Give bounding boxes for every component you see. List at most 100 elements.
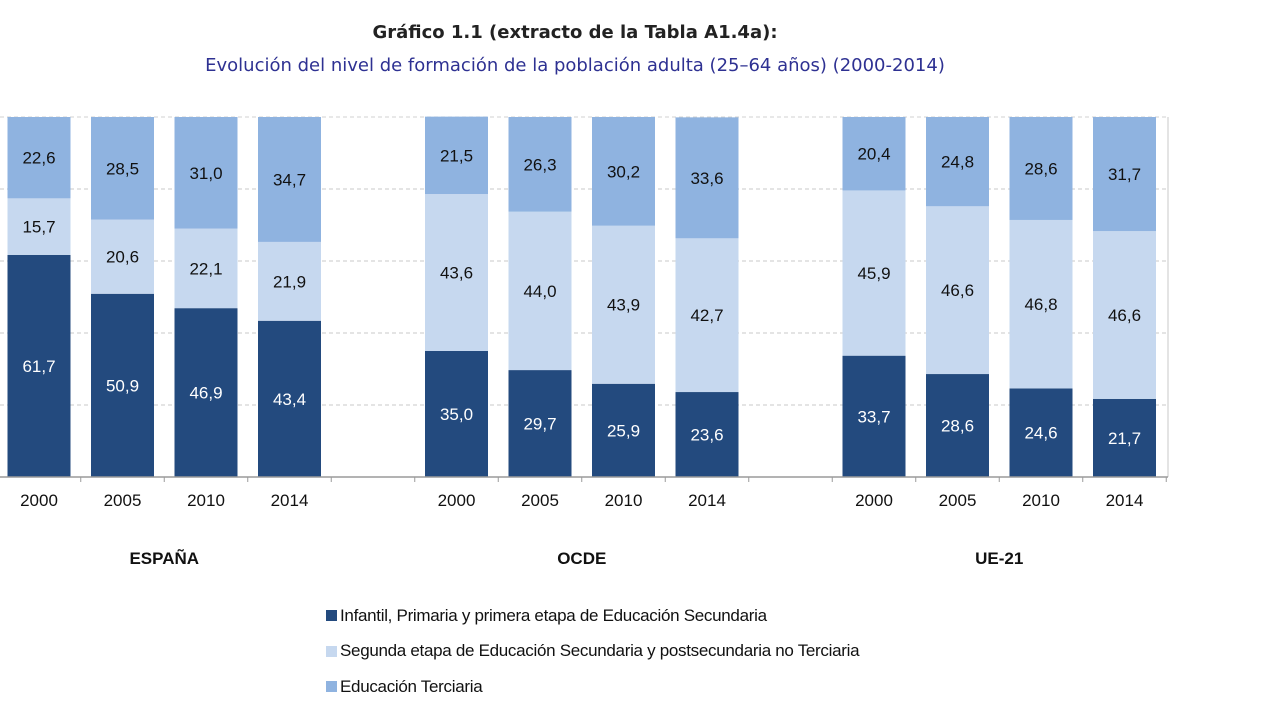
group-label: ESPAÑA	[129, 548, 199, 568]
legend-item-tertiary: Educación Terciaria	[326, 669, 859, 705]
data-label: 50,9	[106, 376, 139, 395]
bar-segment	[1093, 117, 1156, 232]
data-label: 25,9	[607, 421, 640, 440]
data-label: 46,6	[1108, 306, 1141, 325]
data-label: 22,1	[189, 259, 222, 278]
data-label: 46,6	[941, 281, 974, 300]
chart-subtitle: Evolución del nivel de formación de la p…	[205, 55, 945, 76]
data-label: 33,6	[690, 169, 723, 188]
bar-segment	[592, 225, 655, 384]
legend-label: Educación Terciaria	[340, 676, 483, 696]
bar-segment	[508, 117, 572, 212]
bar-segment	[91, 293, 154, 477]
group-label: UE-21	[975, 549, 1023, 568]
data-label: 21,9	[273, 272, 306, 291]
data-label: 28,5	[106, 159, 139, 178]
bar-segment	[675, 238, 739, 393]
data-label: 23,6	[690, 426, 723, 445]
x-tick-label: 2014	[1106, 491, 1144, 510]
data-label: 34,7	[273, 170, 306, 189]
data-label: 61,7	[22, 357, 55, 376]
bar-segment	[1093, 231, 1156, 399]
legend-item-primary: Infantil, Primaria y primera etapa de Ed…	[326, 598, 859, 634]
data-label: 46,8	[1024, 295, 1057, 314]
data-label: 46,9	[189, 384, 222, 403]
bar-segment	[425, 351, 488, 477]
bar-segment	[842, 190, 906, 356]
data-label: 26,3	[523, 155, 556, 174]
x-tick-label: 2005	[939, 491, 977, 510]
chart-title: Gráfico 1.1 (extracto de la Tabla A1.4a)…	[372, 22, 778, 43]
bar-segment	[425, 194, 488, 351]
data-label: 28,6	[941, 417, 974, 436]
bar-segment	[7, 117, 71, 199]
bar-segment	[91, 219, 154, 294]
data-label: 43,9	[607, 296, 640, 315]
bar-segment	[842, 355, 906, 477]
data-label: 43,6	[440, 264, 473, 283]
bar-segment	[675, 392, 739, 477]
bar-segment	[1009, 219, 1073, 389]
data-label: 42,7	[690, 306, 723, 325]
legend-swatch	[326, 610, 337, 622]
group-label: OCDE	[557, 549, 606, 568]
legend-item-secondary: Segunda etapa de Educación Secundaria y …	[326, 634, 860, 670]
bar-segment	[91, 117, 154, 220]
data-label: 33,7	[857, 407, 890, 426]
data-label: 22,6	[22, 149, 55, 168]
bar-segment	[174, 117, 238, 229]
bar-segment	[7, 254, 71, 477]
data-label: 31,7	[1108, 165, 1141, 184]
data-label: 21,7	[1108, 429, 1141, 448]
bar-segment	[174, 228, 238, 309]
data-label: 45,9	[857, 264, 890, 283]
bar-segment	[258, 320, 321, 477]
data-label: 24,8	[941, 153, 974, 172]
bar-segment	[926, 374, 989, 477]
legend-swatch	[326, 681, 337, 693]
bar-segment	[842, 117, 906, 191]
x-tick-label: 2000	[855, 491, 893, 510]
legend-label: Segunda etapa de Educación Secundaria y …	[340, 641, 860, 661]
data-label: 21,5	[440, 146, 473, 165]
bar-segment	[592, 117, 655, 226]
data-label: 20,4	[857, 145, 890, 164]
data-label: 24,6	[1024, 424, 1057, 443]
data-label: 29,7	[523, 415, 556, 434]
bar-segment	[258, 117, 321, 242]
x-tick-label: 2000	[20, 491, 58, 510]
bar-segment	[258, 241, 321, 321]
x-tick-label: 2010	[187, 491, 225, 510]
bar-segment	[926, 206, 989, 375]
bar-segment	[675, 117, 739, 239]
bar-segment	[7, 198, 71, 255]
data-label: 30,2	[607, 162, 640, 181]
bar-segment	[508, 211, 572, 371]
bar-segment	[926, 117, 989, 207]
bar-segment	[1093, 398, 1156, 477]
bar-segment	[425, 116, 488, 195]
data-label: 35,0	[440, 405, 473, 424]
bar-segment	[508, 370, 572, 477]
x-tick-label: 2005	[521, 491, 559, 510]
bar-segment	[1009, 117, 1073, 220]
data-label: 43,4	[273, 390, 306, 409]
data-label: 31,0	[189, 164, 222, 183]
x-tick-label: 2010	[1022, 491, 1060, 510]
legend: Infantil, Primaria y primera etapa de Ed…	[326, 598, 860, 705]
bar-segment	[592, 383, 655, 477]
data-label: 44,0	[523, 282, 556, 301]
x-tick-label: 2005	[104, 491, 142, 510]
x-tick-label: 2014	[688, 491, 726, 510]
bar-segment	[174, 308, 238, 477]
legend-swatch	[326, 645, 337, 657]
x-tick-label: 2014	[271, 491, 309, 510]
data-label: 15,7	[22, 218, 55, 237]
data-label: 20,6	[106, 248, 139, 267]
legend-label: Infantil, Primaria y primera etapa de Ed…	[340, 605, 767, 625]
bar-segment	[1009, 388, 1073, 477]
x-tick-label: 2000	[438, 491, 476, 510]
x-tick-label: 2010	[605, 491, 643, 510]
data-label: 28,6	[1024, 159, 1057, 178]
